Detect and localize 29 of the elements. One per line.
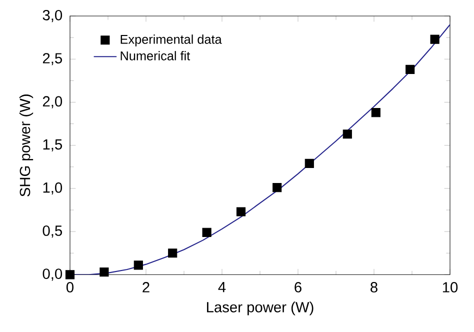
x-tick-label: 2 <box>142 282 150 292</box>
x-axis-title: Laser power (W) <box>207 302 314 316</box>
point <box>168 248 178 258</box>
legend-label: Experimental data <box>120 34 222 46</box>
point <box>304 158 314 168</box>
x-tick-label: 8 <box>370 282 378 292</box>
point <box>65 270 75 280</box>
y-tick-label: 1,0 <box>43 182 62 195</box>
y-tick-label: 2,5 <box>42 53 62 66</box>
y-tick-label: 0,5 <box>42 226 62 238</box>
point <box>236 207 246 216</box>
point <box>134 260 143 270</box>
point <box>371 108 380 118</box>
x-tick-label: 4 <box>218 282 226 292</box>
point <box>430 34 440 44</box>
y-tick-label: 3,0 <box>42 10 62 22</box>
point <box>342 130 352 139</box>
point <box>202 228 212 237</box>
y-tick-label: 1,5 <box>43 139 62 152</box>
point <box>272 183 282 192</box>
y-tick-label: 2,0 <box>42 96 62 108</box>
x-tick-label: 0 <box>66 282 74 292</box>
point <box>406 64 415 74</box>
y-axis-title: SHG power (W) <box>19 94 34 196</box>
y-tick-label: 0,0 <box>42 268 62 281</box>
point <box>100 268 109 277</box>
x-tick-label: 6 <box>294 282 302 292</box>
x-tick-label: 10 <box>442 282 458 292</box>
legend-label: Numerical fit <box>120 51 190 60</box>
